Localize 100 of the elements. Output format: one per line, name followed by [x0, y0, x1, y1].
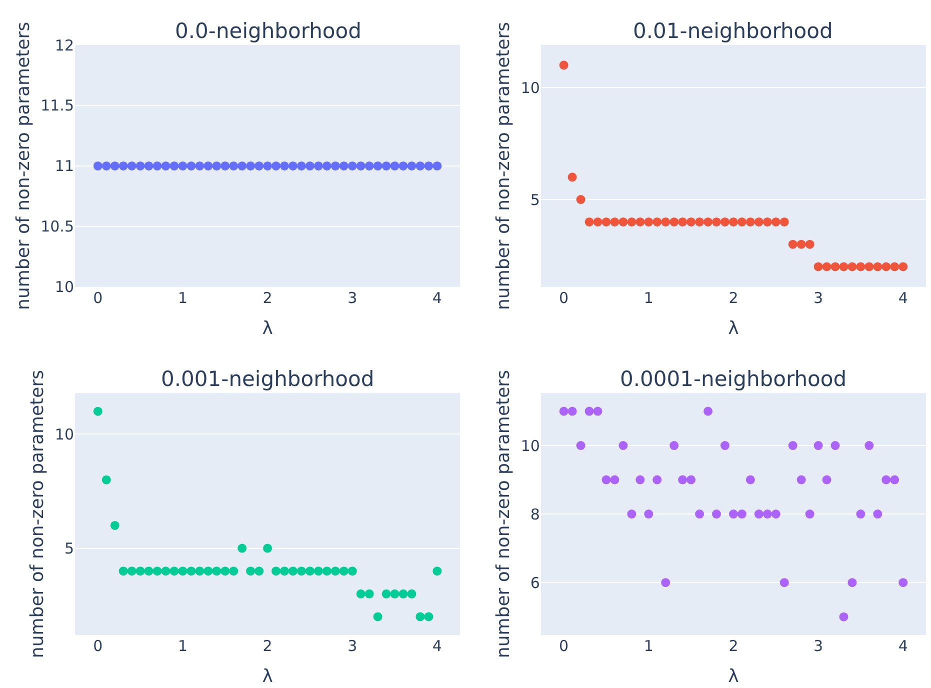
point — [882, 475, 891, 484]
x-tick-label: 0 — [93, 288, 103, 307]
x-tick-label: 2 — [728, 637, 738, 655]
point — [416, 612, 425, 622]
point — [424, 612, 434, 622]
point — [882, 262, 891, 272]
x-tick-label: 3 — [348, 288, 358, 307]
point — [695, 510, 704, 519]
point — [720, 217, 730, 226]
point — [661, 217, 670, 226]
point — [695, 217, 704, 226]
point — [627, 510, 636, 519]
point — [576, 441, 586, 450]
point — [780, 578, 789, 588]
y-tick-label: 12 — [54, 36, 74, 54]
point — [602, 217, 611, 226]
y-axis-title: number of non-zero parameters — [493, 370, 514, 658]
x-tick-label: 1 — [644, 288, 654, 307]
point — [636, 475, 645, 484]
point — [762, 510, 772, 519]
point — [839, 612, 848, 622]
y-tick-label: 8 — [530, 505, 540, 524]
point — [864, 262, 874, 272]
point — [288, 566, 298, 576]
y-tick-label: 11 — [54, 157, 74, 176]
chart-title: 0.01-neighborhood — [633, 19, 833, 43]
point — [93, 406, 102, 416]
x-tick-label: 0 — [559, 637, 569, 655]
point — [246, 566, 256, 576]
y-axis-title: number of non-zero parameters — [27, 370, 48, 658]
chart-title: 0.001-neighborhood — [161, 367, 374, 391]
x-tick-label: 4 — [898, 288, 908, 307]
point — [856, 262, 866, 272]
point — [212, 566, 222, 576]
point — [229, 566, 238, 576]
point — [796, 240, 806, 249]
point — [771, 217, 780, 226]
y-tick-label: 10 — [54, 425, 74, 444]
x-axis-title: λ — [262, 318, 274, 339]
point — [814, 262, 823, 272]
point — [186, 566, 196, 576]
point — [754, 217, 764, 226]
point — [822, 475, 832, 484]
point — [873, 262, 882, 272]
y-tick-label: 10 — [54, 278, 74, 296]
point — [238, 544, 247, 553]
point — [348, 566, 357, 576]
point — [839, 262, 848, 272]
point — [576, 195, 586, 204]
point — [856, 510, 866, 519]
point — [644, 510, 654, 519]
point — [771, 510, 780, 519]
point — [678, 475, 688, 484]
point — [712, 217, 721, 226]
y-tick-label: 10.5 — [40, 218, 74, 236]
point — [204, 566, 213, 576]
x-axis-title: λ — [728, 666, 740, 688]
point — [686, 217, 696, 226]
point — [568, 406, 577, 416]
point — [144, 566, 154, 576]
point — [704, 217, 713, 226]
point — [737, 217, 746, 226]
point — [568, 172, 577, 182]
point — [610, 217, 620, 226]
point — [390, 589, 400, 598]
x-tick-label: 1 — [644, 637, 654, 655]
point — [644, 217, 654, 226]
point — [364, 589, 374, 598]
point — [102, 475, 111, 484]
point — [890, 475, 900, 484]
x-tick-label: 3 — [814, 637, 824, 655]
point — [670, 441, 679, 450]
point — [170, 566, 179, 576]
point — [584, 406, 594, 416]
point — [373, 612, 382, 622]
point — [712, 510, 721, 519]
chart-title: 0.0-neighborhood — [175, 19, 362, 43]
point — [704, 406, 713, 416]
point — [127, 566, 136, 576]
point — [678, 217, 688, 226]
x-tick-label: 1 — [178, 288, 188, 307]
point — [652, 217, 662, 226]
point — [118, 566, 128, 576]
point — [898, 262, 908, 272]
x-tick-label: 0 — [93, 637, 103, 655]
point — [602, 475, 611, 484]
point — [305, 566, 314, 576]
point — [754, 510, 764, 519]
point — [382, 589, 391, 598]
point — [178, 566, 188, 576]
point — [720, 441, 730, 450]
point — [398, 589, 408, 598]
x-tick-label: 4 — [898, 637, 908, 655]
y-tick-label: 11.5 — [40, 96, 74, 115]
chart-title: 0.0001-neighborhood — [620, 367, 847, 391]
point — [890, 262, 900, 272]
point — [898, 578, 908, 588]
x-axis-title: λ — [728, 318, 740, 339]
point — [263, 544, 272, 553]
point — [737, 510, 746, 519]
